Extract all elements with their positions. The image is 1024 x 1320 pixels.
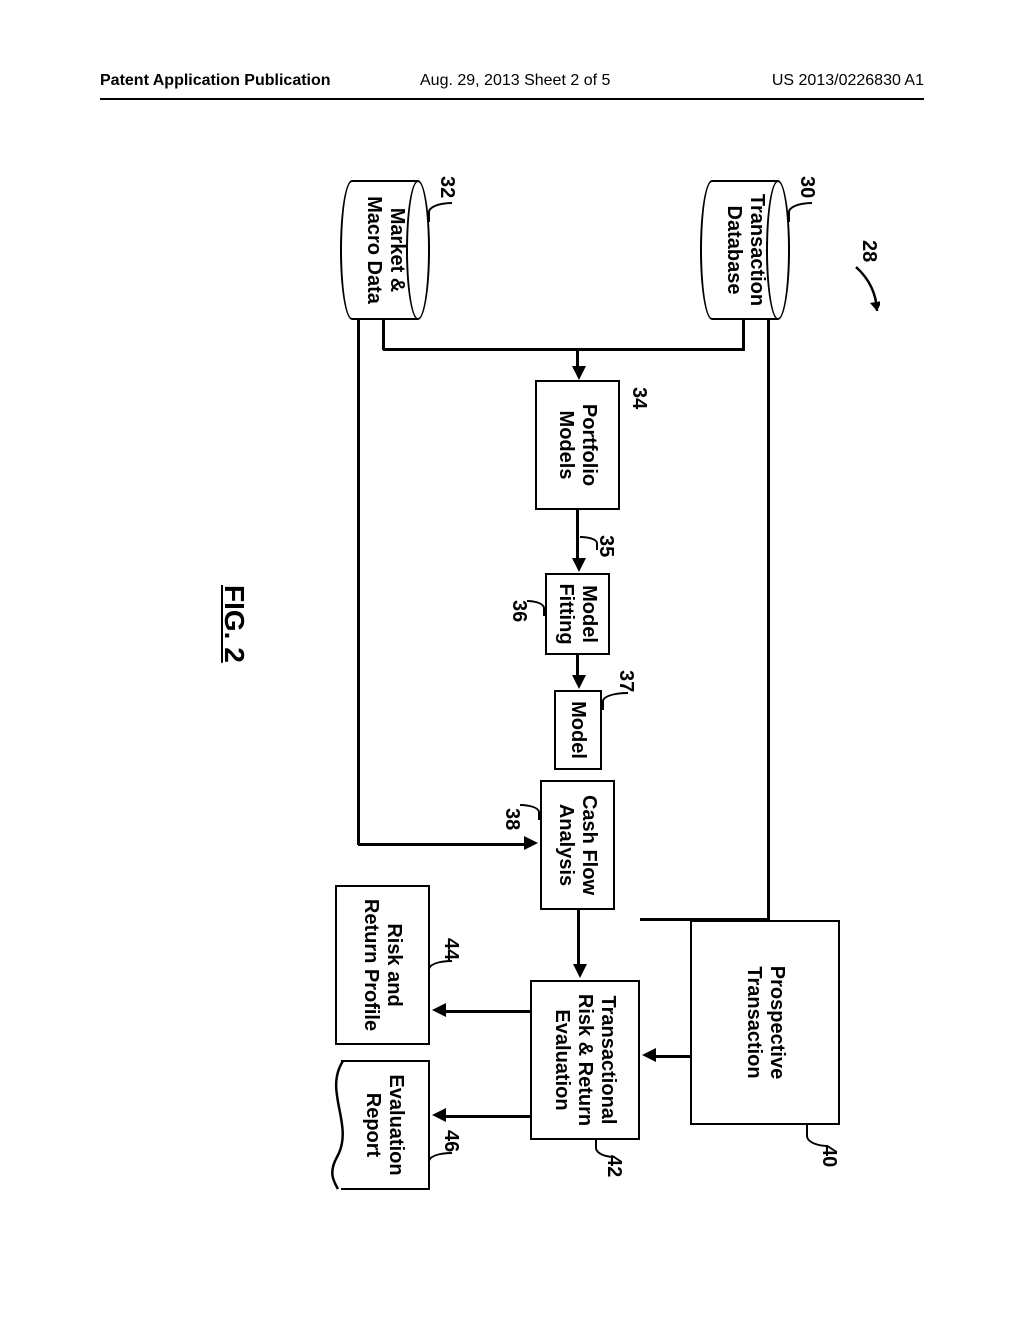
ref-37: 37 [614,670,637,692]
figure-caption: FIG. 2 [218,585,250,663]
ref-32: 32 [435,176,458,198]
ref-34: 34 [627,387,650,409]
page-header: Patent Application Publication Aug. 29, … [0,70,1024,100]
ref-42: 42 [602,1155,625,1177]
edge-macro-to-cashflow [358,843,526,846]
edge-fitting-to-model [577,655,580,677]
arrowhead-icon [572,366,586,380]
leader-40 [806,1125,828,1147]
arrowhead-icon [432,1003,446,1017]
node-evaluation-report: Evaluation Report [325,1060,430,1190]
ref-46: 46 [439,1130,462,1152]
leader-37 [602,692,628,710]
edge-models-to-fitting [577,510,580,560]
node-cash-flow-analysis: Cash Flow Analysis [540,780,615,910]
edge-eval-to-report [444,1115,530,1118]
leader-32 [428,202,452,222]
edge-top-to-eval-branch [640,918,770,921]
node-prospective-transaction: Prospective Transaction [690,920,840,1125]
system-ref-arrow [850,265,880,325]
node-model-fitting: Model Fitting [545,573,610,655]
edge-cashflow-to-eval [578,910,581,966]
ref-30: 30 [795,176,818,198]
leader-46 [428,1152,452,1170]
node-market-macro-data: Market & Macro Data [340,180,430,320]
header-rule [100,98,924,100]
leader-30 [788,202,812,222]
edge-bottom-span [358,320,361,845]
header-right: US 2013/0226830 A1 [772,72,924,90]
edge-macro-to-models [383,320,386,350]
node-portfolio-models: Portfolio Models [535,380,620,510]
node-model: Model [554,690,602,770]
page-root: Patent Application Publication Aug. 29, … [0,0,1024,1320]
leader-38 [520,804,540,820]
header-middle: Aug. 29, 2013 Sheet 2 of 5 [420,72,610,90]
edge-db-to-models [577,348,580,368]
node-risk-return-profile: Risk and Return Profile [335,885,430,1045]
node-risk-return-evaluation: Transactional Risk & Return Evaluation [530,980,640,1140]
leader-36 [527,600,545,616]
ref-40: 40 [817,1145,840,1167]
header-left: Patent Application Publication [100,72,331,90]
document-wave [325,1060,345,1190]
node-transaction-database: Transaction Database [700,180,790,320]
figure-stage: 28 Transaction Database 30 Market & Macr… [120,180,900,1160]
cylinder-cap [766,180,790,320]
ref-44: 44 [439,938,462,960]
arrowhead-icon [642,1048,656,1062]
edge-top-span [768,320,771,920]
edge-prospective-to-eval [654,1055,690,1058]
arrowhead-icon [572,675,586,689]
arrowhead-icon [524,836,538,850]
edge-macro-to-models [383,348,577,351]
cylinder-cap [406,180,430,320]
arrowhead-icon [432,1108,446,1122]
edge-db-to-models [577,348,745,351]
edge-eval-to-profile [444,1010,530,1013]
system-ref-label: 28 [857,240,880,262]
edge-db-to-models [743,320,746,350]
figure-wrap: 28 Transaction Database 30 Market & Macr… [120,180,900,1160]
arrowhead-icon [573,964,587,978]
leader-42 [595,1138,615,1158]
leader-44 [428,960,452,978]
arrowhead-icon [572,558,586,572]
